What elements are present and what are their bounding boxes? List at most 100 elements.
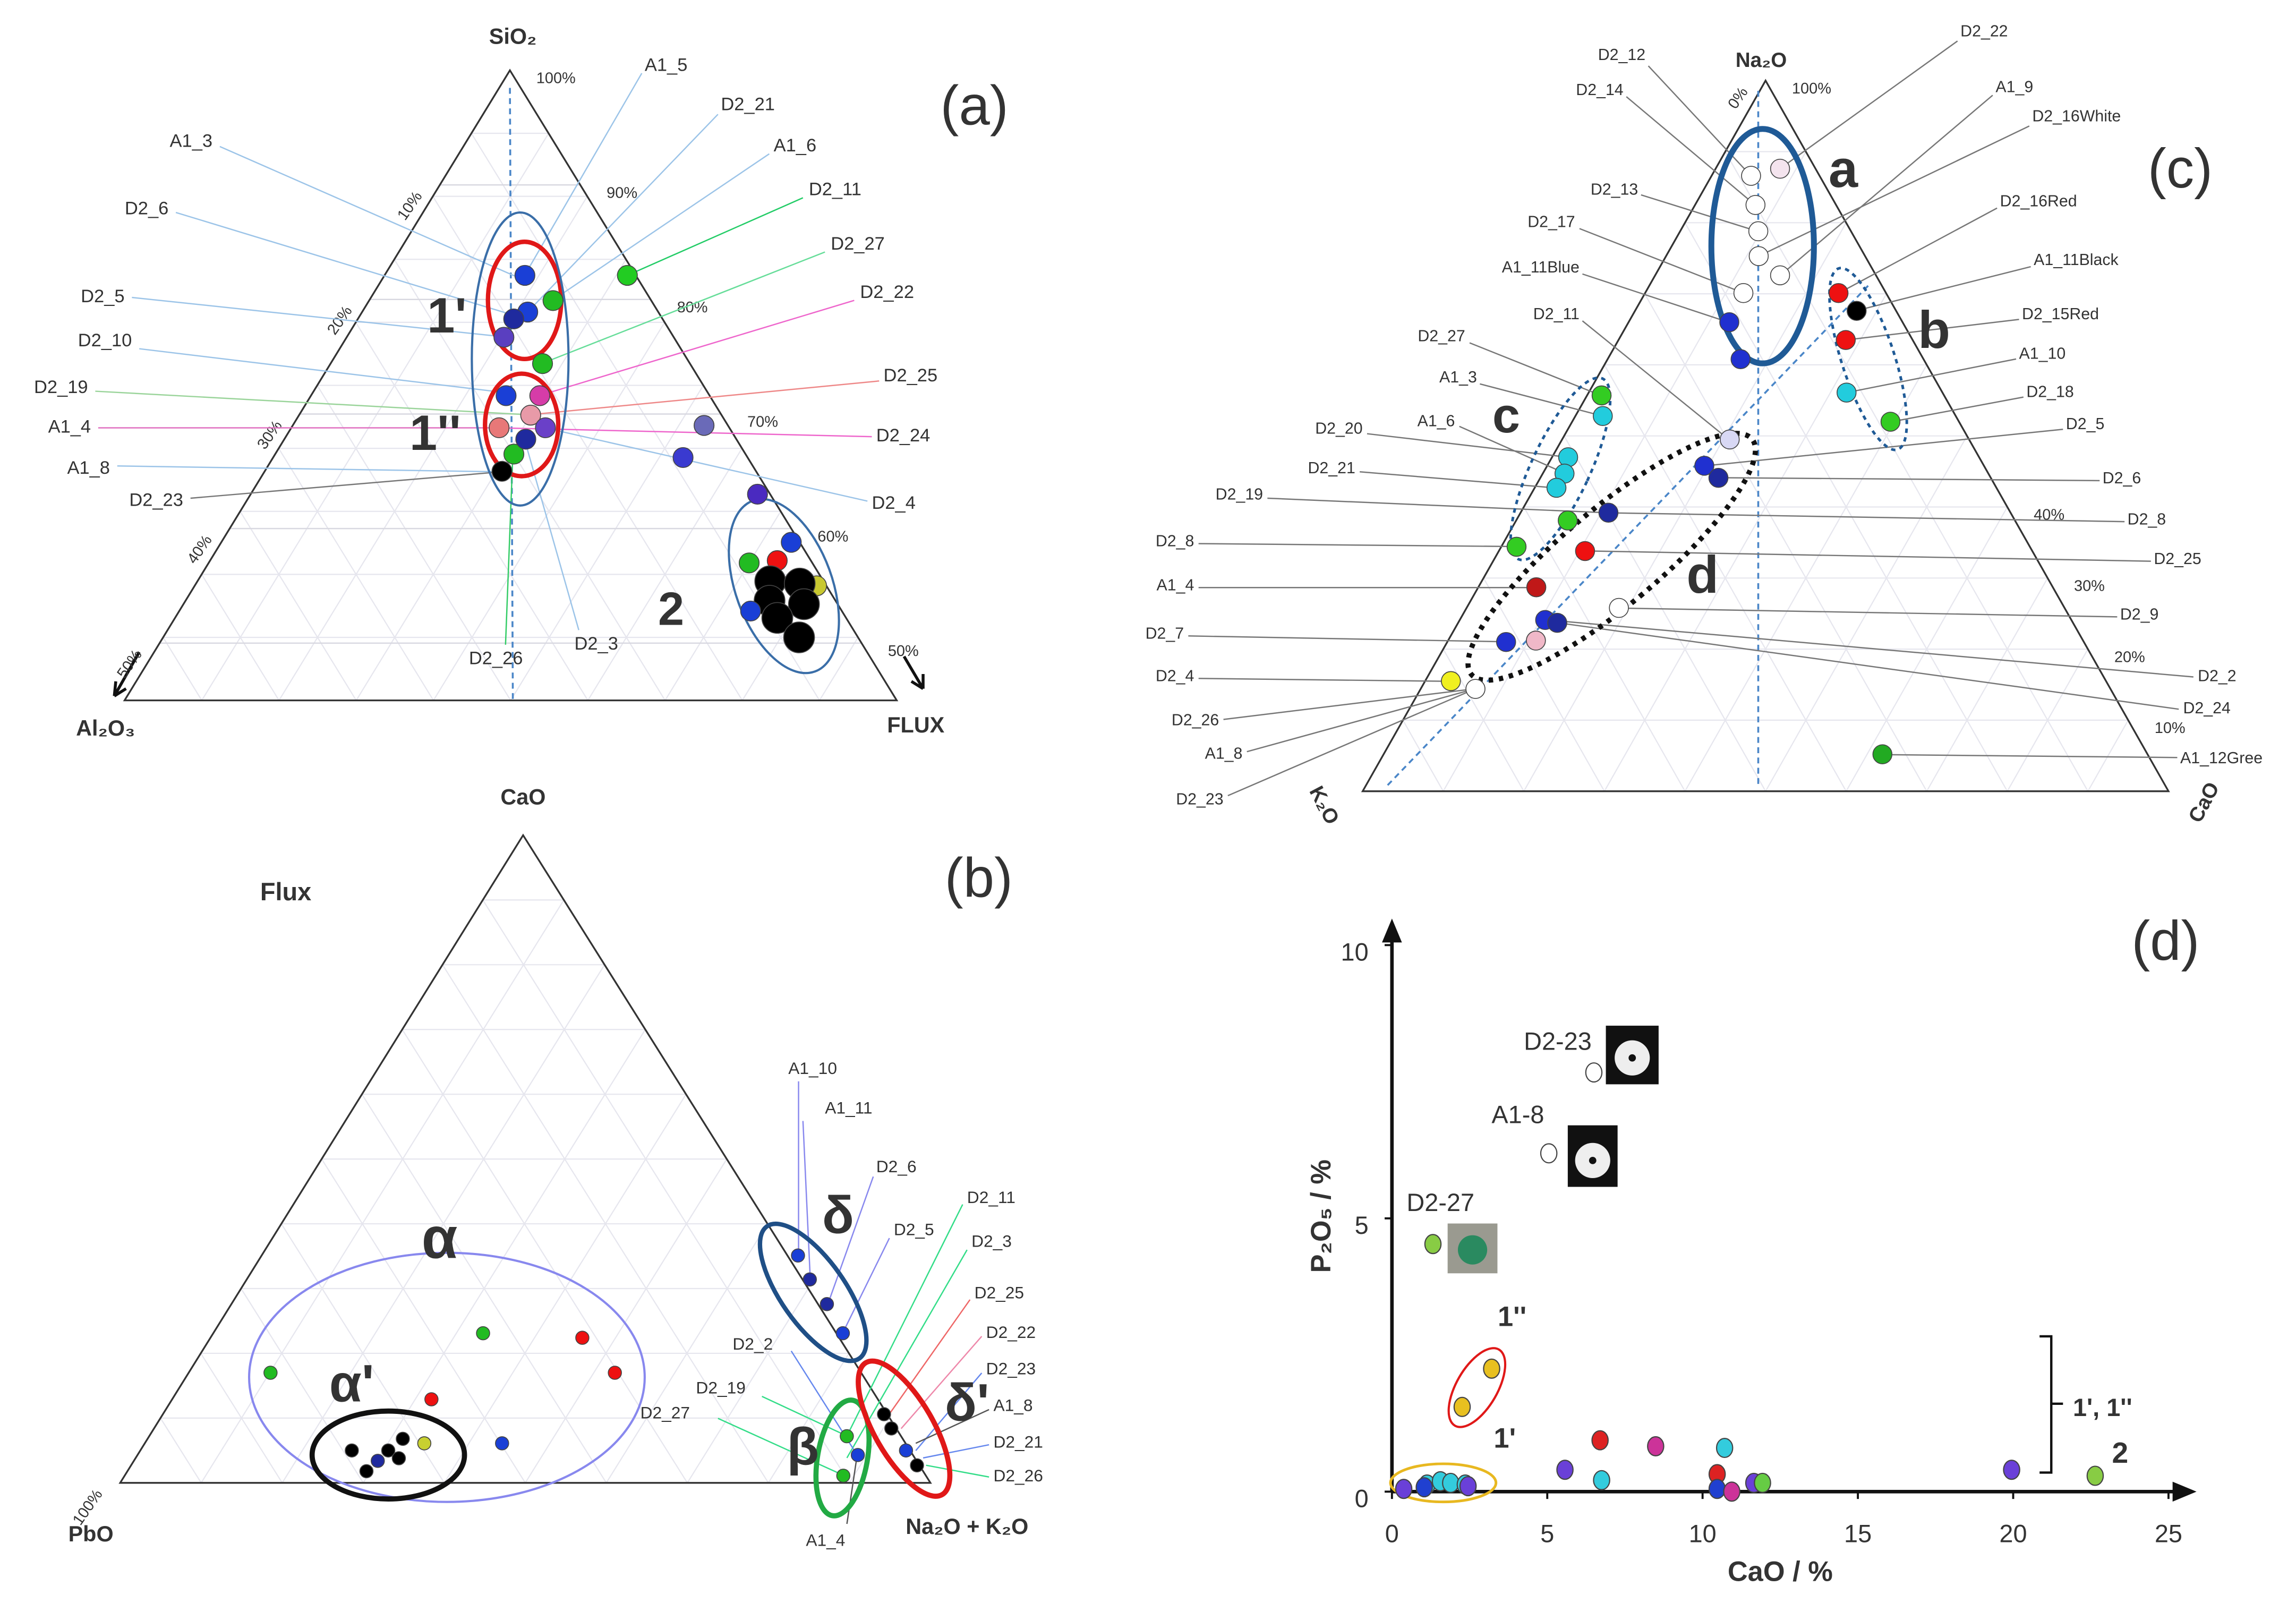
- sample-point: [1593, 406, 1613, 427]
- group-ellipse: [757, 1221, 869, 1363]
- sample-point: [1872, 744, 1893, 764]
- sample-point: [608, 1366, 622, 1380]
- lattice-line: [394, 259, 666, 701]
- thumbnail-hole: [1589, 1156, 1597, 1164]
- x-tick-label: 20: [1999, 1520, 2027, 1547]
- lattice-line: [240, 511, 357, 701]
- sample-label: D2_19: [1216, 485, 1263, 503]
- tick-label: 30%: [2074, 578, 2105, 595]
- leader-line: [219, 146, 520, 279]
- sample-point: [1748, 246, 1769, 266]
- sample-label: A1_11Black: [2034, 251, 2119, 269]
- sample-label: D2_12: [1598, 46, 1645, 64]
- panel-title: (b): [945, 847, 1013, 909]
- lattice-line: [432, 196, 743, 701]
- sample-point: [1441, 671, 1461, 692]
- sample-label: D2_3: [574, 634, 618, 654]
- sample-point: [542, 290, 564, 311]
- leader-line: [718, 1418, 844, 1477]
- sample-point: [359, 1464, 374, 1479]
- leader-line: [1838, 207, 1998, 294]
- leader-line: [842, 1238, 890, 1334]
- leader-line: [1546, 619, 2193, 678]
- lattice-line: [1402, 720, 1444, 792]
- sample-label: D2_2: [2198, 668, 2237, 685]
- sample-point: [515, 429, 536, 450]
- sample-point: [1770, 158, 1790, 179]
- sample-point: [1708, 1479, 1726, 1499]
- sample-point: [2086, 1465, 2104, 1486]
- corner-label: SiO₂: [489, 24, 537, 49]
- leader-line: [505, 454, 514, 645]
- sample-point: [1558, 447, 1578, 467]
- sample-label: D2_3: [971, 1232, 1012, 1251]
- sample-label: A1_10: [788, 1059, 837, 1078]
- tick-label: 60%: [817, 528, 848, 545]
- sample-label: D2_22: [860, 282, 914, 302]
- sample-point: [1442, 1472, 1459, 1493]
- sample-point: [491, 461, 513, 482]
- sample-point: [1465, 679, 1486, 699]
- sample-label: D2_22: [1960, 23, 2008, 40]
- lattice-line: [240, 1288, 364, 1483]
- sample-label: D2_11: [809, 180, 861, 200]
- tick-label: 80%: [677, 299, 708, 316]
- leader-line: [802, 1121, 811, 1280]
- lattice-line: [1523, 222, 1847, 792]
- sample-label: D2_24: [2183, 700, 2231, 717]
- sample-label: D2_16White: [2032, 108, 2121, 125]
- corner-label: Na₂O + K₂O: [906, 1514, 1028, 1539]
- lattice-line: [1564, 436, 1766, 792]
- sample-label: A1_6: [774, 135, 817, 156]
- leader-line: [1582, 320, 1730, 440]
- leader-line: [498, 427, 872, 438]
- group-ellipse: [483, 371, 561, 479]
- corner-label: Na₂O: [1736, 49, 1787, 72]
- sample-label: D2_6: [125, 199, 168, 219]
- sample-label: D2_8: [1156, 533, 1194, 550]
- corner-label: CaO: [500, 785, 545, 809]
- group-ellipse: [1465, 431, 1759, 683]
- sample-point: [910, 1458, 924, 1473]
- sample-label: A1_11Blue: [1502, 259, 1580, 276]
- x-tick-label: 25: [2155, 1520, 2182, 1547]
- leader-line: [1247, 688, 1476, 753]
- sample-point: [1526, 577, 1547, 598]
- sample-label: A1_3: [170, 131, 213, 151]
- leader-line: [1780, 40, 1958, 169]
- sample-point: [575, 1331, 590, 1345]
- leader-line: [1626, 96, 1756, 206]
- tick-label: 20%: [2114, 649, 2145, 666]
- y-tick-label: 5: [1355, 1212, 1369, 1239]
- sample-point: [1730, 349, 1751, 369]
- group-ellipse: [1509, 376, 1612, 561]
- sample-point: [514, 265, 535, 286]
- sample-point: [1723, 1481, 1740, 1502]
- sample-label: D2_16Red: [2000, 193, 2077, 210]
- sample-label: A1_11: [825, 1098, 872, 1118]
- group-ellipse: [247, 1251, 646, 1503]
- leader-line: [542, 251, 825, 364]
- sample-point: [1459, 1476, 1477, 1497]
- lattice-line: [1644, 293, 1927, 792]
- sample-label: A1_6: [1418, 413, 1455, 430]
- annotation: 2: [2112, 1436, 2129, 1469]
- sample-label: A1_12Gree: [2180, 749, 2263, 767]
- sample-point: [1415, 1477, 1433, 1498]
- lattice-line: [510, 385, 704, 701]
- sample-point: [836, 1469, 851, 1483]
- sample-label: D2_25: [884, 365, 938, 386]
- sample-point: [781, 532, 802, 553]
- sample-label: D2_6: [2103, 470, 2141, 487]
- sample-point: [1715, 1437, 1734, 1459]
- sample-point: [1395, 1479, 1413, 1499]
- annotation: β: [787, 1417, 820, 1476]
- sample-point: [672, 447, 694, 468]
- leader-line: [1718, 477, 2100, 482]
- sample-point: [391, 1451, 406, 1465]
- lattice-line: [321, 1158, 526, 1483]
- leader-line: [1227, 688, 1476, 797]
- sample-point: [1694, 456, 1714, 476]
- leader-line: [900, 1336, 983, 1429]
- sample-label: D2_2: [732, 1334, 773, 1353]
